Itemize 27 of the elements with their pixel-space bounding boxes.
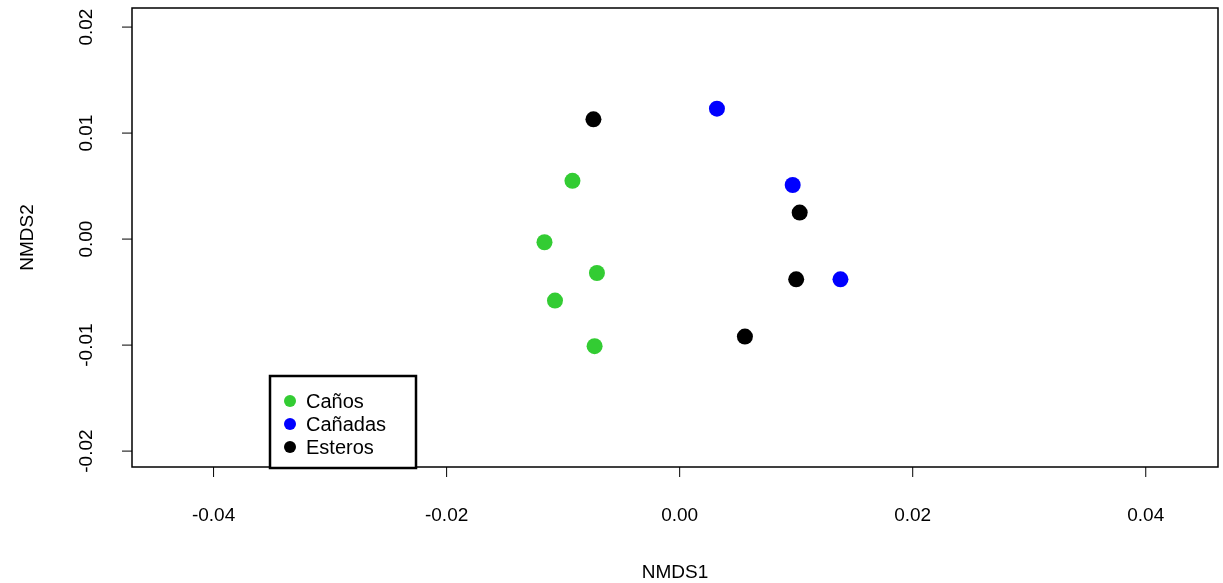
point xyxy=(784,177,801,194)
point xyxy=(791,204,808,221)
point xyxy=(564,172,581,189)
y-tick-label: -0.02 xyxy=(75,429,96,473)
y-tick-label: 0.00 xyxy=(75,220,96,258)
point xyxy=(788,271,805,288)
point xyxy=(708,100,725,117)
x-axis-title: NMDS1 xyxy=(641,561,709,582)
point xyxy=(832,271,849,288)
x-tick-label: 0.00 xyxy=(661,504,699,525)
y-tick-label: -0.01 xyxy=(75,323,96,367)
point xyxy=(588,265,605,282)
x-tick-label: -0.04 xyxy=(191,504,236,525)
point xyxy=(536,234,553,251)
legend-label: Cañadas xyxy=(306,413,387,435)
point xyxy=(736,328,753,345)
x-tick-label: 0.02 xyxy=(894,504,932,525)
y-tick-label: 0.02 xyxy=(75,8,96,46)
legend-label: Esteros xyxy=(306,436,374,458)
y-tick-label: 0.01 xyxy=(75,114,96,152)
x-tick-label: -0.02 xyxy=(424,504,469,525)
point xyxy=(586,338,603,355)
legend-label: Caños xyxy=(306,390,364,412)
point xyxy=(585,111,602,128)
x-tick-label: 0.04 xyxy=(1127,504,1165,525)
point xyxy=(546,292,563,309)
y-axis-title: NMDS2 xyxy=(16,204,37,271)
